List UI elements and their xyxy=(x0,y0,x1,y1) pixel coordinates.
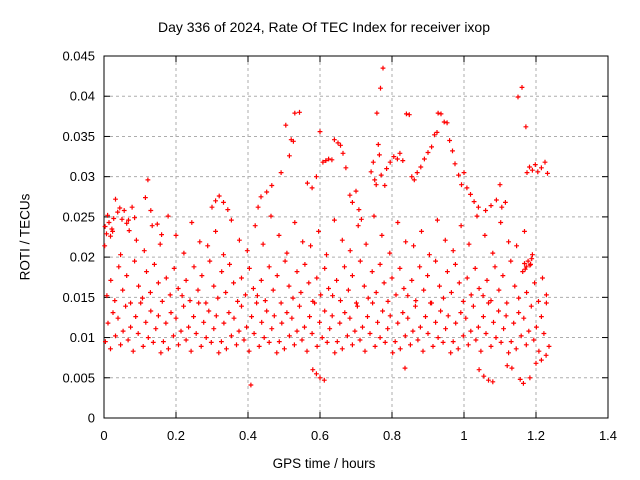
y-tick-label: 0.015 xyxy=(62,290,95,305)
x-tick-label: 0.2 xyxy=(167,428,185,443)
x-tick-label: 0.6 xyxy=(311,428,329,443)
y-tick-label: 0.025 xyxy=(62,209,95,224)
x-tick-label: 1.4 xyxy=(599,428,617,443)
y-tick-label: 0 xyxy=(88,411,95,426)
y-tick-label: 0.02 xyxy=(70,250,95,265)
x-axis-title: GPS time / hours xyxy=(272,456,376,471)
y-tick-label: 0.005 xyxy=(62,370,95,385)
y-tick-label: 0.04 xyxy=(70,89,95,104)
chart-title: Day 336 of 2024, Rate Of TEC Index for r… xyxy=(157,19,491,35)
y-tick-label: 0.01 xyxy=(70,330,95,345)
x-tick-label: 1.2 xyxy=(527,428,545,443)
plot-border xyxy=(103,55,609,419)
y-tick-label: 0.035 xyxy=(62,129,95,144)
x-tick-label: 0 xyxy=(100,428,107,443)
y-tick-label: 0.03 xyxy=(70,169,95,184)
x-tick-label: 1 xyxy=(460,428,467,443)
data-points xyxy=(102,65,552,388)
y-tick-label: 0.045 xyxy=(62,49,95,64)
x-tick-label: 0.8 xyxy=(383,428,401,443)
x-tick-label: 0.4 xyxy=(239,428,257,443)
